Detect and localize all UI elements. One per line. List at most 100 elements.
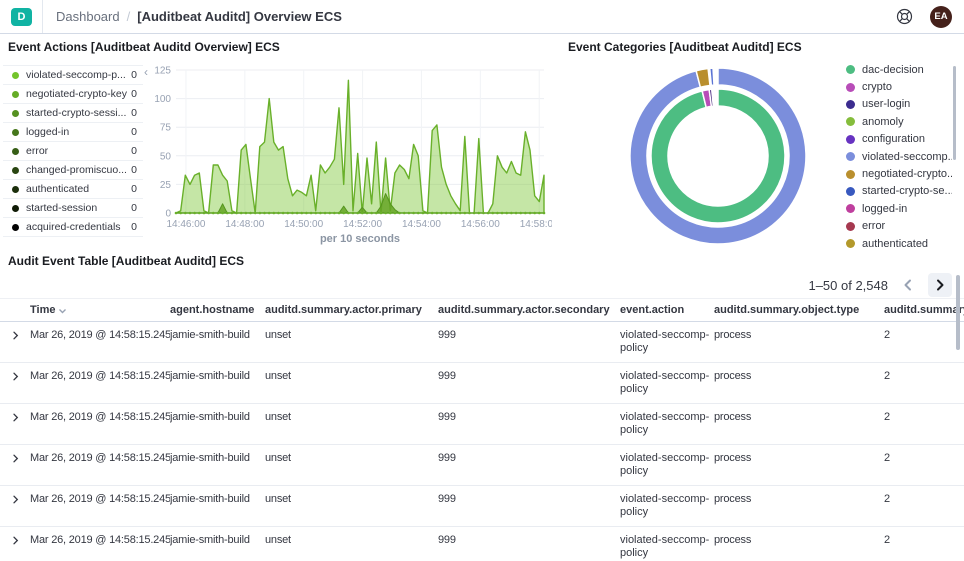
breadcrumb-dashboard-link[interactable]: Dashboard [56,9,120,24]
legend-item-label: started-session [26,202,98,214]
table-cell: 999 [438,370,456,382]
legend-item[interactable]: logged-in [846,200,952,217]
column-header-time[interactable]: Time [30,304,170,316]
legend-item[interactable]: acquired-credentials 0 [3,218,143,237]
user-avatar[interactable]: EA [930,5,952,28]
column-header-agent-hostname[interactable]: agent.hostname [170,304,265,316]
legend-color-dot [846,65,855,75]
legend-item[interactable]: negotiated-crypto... [846,165,952,182]
legend-item[interactable]: configuration [846,131,952,148]
legend-item-label: started-crypto-se... [862,185,952,198]
legend-item[interactable]: authenticated [846,235,952,252]
legend-item[interactable]: error 0 [3,142,143,161]
event-actions-area-chart[interactable]: 0 25 50 75 100 125 14:46:00 14:48:00 14:50:00 14:… [152,60,559,246]
table-cell: Mar 26, 2019 @ 14:58:15.245 [30,370,170,382]
legend-color-dot [12,185,19,193]
prev-page-button[interactable] [896,273,920,297]
column-header-label: auditd.summary.object.type [714,304,860,316]
table-cell: unset [265,534,291,546]
table-cell: 2 [884,493,890,505]
table-cell: unset [265,411,291,423]
inner-ring-slice-user-login[interactable] [708,88,715,108]
row-expand-button[interactable] [0,445,30,469]
legend-item[interactable]: dac-decision [846,61,952,78]
column-header-auditd-summary-actor-secondary[interactable]: auditd.summary.actor.secondary [438,304,620,316]
table-row: Mar 26, 2019 @ 14:58:15.245 jamie-smith-b… [0,322,964,363]
legend-item[interactable]: anomoly [846,113,952,130]
table-cell: violated-seccomp-policy [620,370,710,395]
row-expand-button[interactable] [0,404,30,428]
legend-item[interactable]: violated-seccomp-p... 0 [3,66,143,85]
panel-title-event-actions: Event Actions [Auditbeat Auditd Overview… [8,40,280,54]
table-cell: process [714,534,752,546]
app-logo[interactable]: D [11,7,32,26]
topbar-divider [42,0,43,33]
legend-color-dot [12,90,19,98]
inner-ring-slice-dac-decision[interactable] [650,88,786,224]
table-cell: Mar 26, 2019 @ 14:58:15.245 [30,493,170,505]
table-cell: process [714,329,752,341]
column-header-label: auditd.summary [884,304,964,316]
table-cell: violated-seccomp-policy [620,411,710,436]
column-header-auditd-summary-object-type[interactable]: auditd.summary.object.type [714,304,884,316]
table-cell: unset [265,370,291,382]
legend-item[interactable]: crypto [846,78,952,95]
table-cell: 999 [438,493,456,505]
help-icon[interactable] [895,8,913,26]
event-categories-donut-chart[interactable] [620,64,816,248]
svg-text:75: 75 [160,123,172,134]
legend-item-label: negotiated-crypto-key [26,88,127,100]
legend-scrollbar[interactable] [953,66,956,160]
legend-item-label: acquired-credentials [26,221,121,233]
legend-item[interactable]: negotiated-crypto-key 0 [3,85,143,104]
legend-item-label: configuration [862,133,925,146]
panel-title-event-categories: Event Categories [Auditbeat Auditd] ECS [568,40,802,54]
top-nav-bar: D Dashboard / [Auditbeat Auditd] Overvie… [0,0,964,34]
legend-item[interactable]: violated-seccomp... [846,148,952,165]
legend-item[interactable]: authenticated 0 [3,180,143,199]
table-cell: jamie-smith-build [170,329,250,341]
svg-text:0: 0 [165,209,171,220]
legend-item-label: error [26,145,49,157]
legend-collapse-icon[interactable]: ‹ [144,65,148,79]
svg-text:14:48:00: 14:48:00 [225,219,264,230]
page-title: [Auditbeat Auditd] Overview ECS [137,9,342,24]
table-cell: violated-seccomp-policy [620,452,710,477]
legend-item[interactable]: user-login [846,96,952,113]
outer-ring-slice-started-crypto-session[interactable] [708,67,715,87]
legend-item-label: dac-decision [862,63,924,76]
table-header-row: Time agent.hostname auditd.summary.actor.p… [0,298,964,322]
legend-color-dot [12,204,19,212]
outer-ring-slice-violated-seccomp-policy[interactable] [629,67,807,245]
legend-item-label: authenticated [862,237,929,250]
table-cell: unset [265,329,291,341]
next-page-button[interactable] [928,273,952,297]
area-series-primary [175,79,545,214]
column-header-auditd-summary[interactable]: auditd.summary [884,304,964,316]
row-expand-button[interactable] [0,527,30,551]
breadcrumb-separator: / [126,9,131,24]
legend-color-dot [846,186,855,196]
table-cell: 999 [438,452,456,464]
svg-text:14:46:00: 14:46:00 [166,219,205,230]
table-cell: 999 [438,411,456,423]
outer-ring-slice-negotiated-crypto-key[interactable] [695,67,711,89]
legend-item[interactable]: error [846,218,952,235]
table-cell: violated-seccomp-policy [620,534,710,559]
legend-color-dot [12,128,19,136]
legend-color-dot [846,134,855,144]
row-expand-button[interactable] [0,363,30,387]
svg-text:25: 25 [160,180,172,191]
legend-item-value: 0 [131,69,137,81]
column-header-auditd-summary-actor-primary[interactable]: auditd.summary.actor.primary [265,304,438,316]
legend-item[interactable]: started-crypto-sessi... 0 [3,104,143,123]
row-expand-button[interactable] [0,486,30,510]
table-scrollbar[interactable] [956,275,960,350]
legend-item[interactable]: started-crypto-se... [846,183,952,200]
row-expand-button[interactable] [0,322,30,346]
legend-item[interactable]: started-session 0 [3,199,143,218]
legend-item[interactable]: changed-promiscuo... 0 [3,161,143,180]
column-header-event-action[interactable]: event.action [620,304,714,316]
legend-item[interactable]: logged-in 0 [3,123,143,142]
column-header-label: auditd.summary.actor.secondary [438,304,610,316]
